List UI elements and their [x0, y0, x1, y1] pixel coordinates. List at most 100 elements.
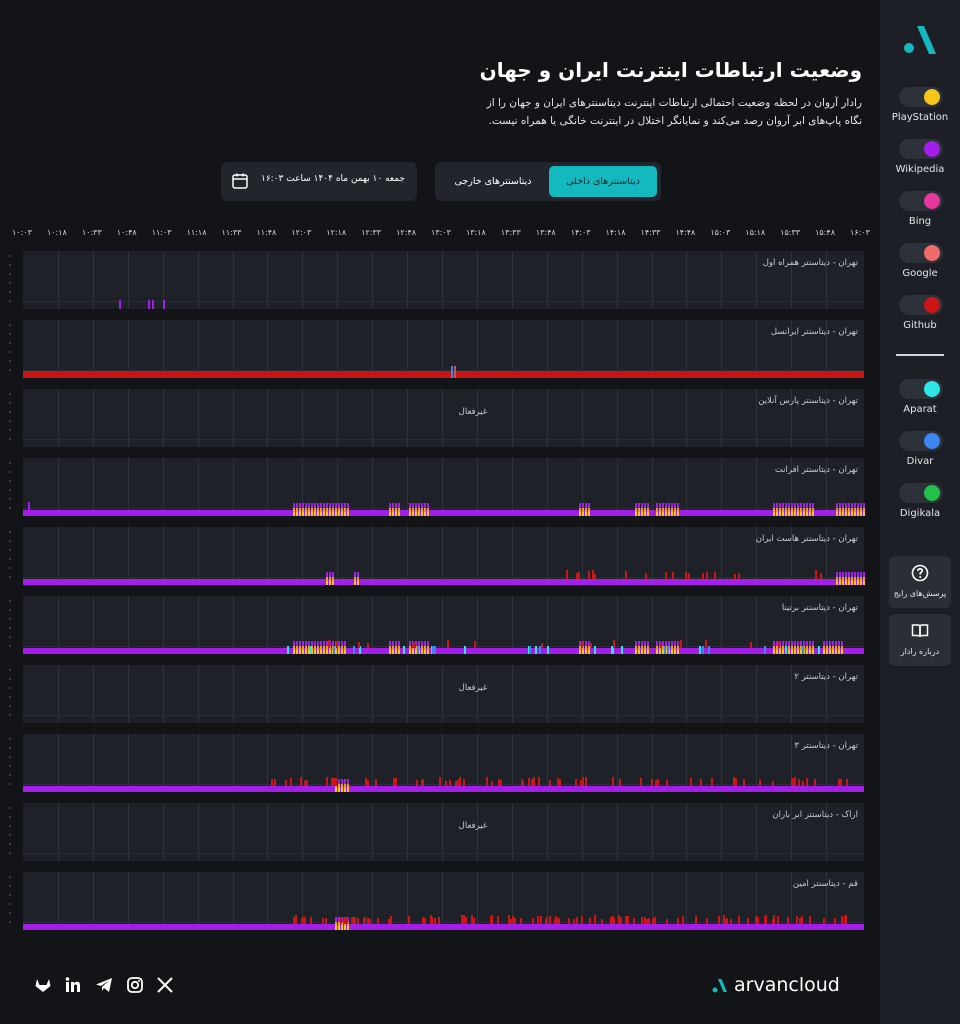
status-mark [863, 577, 865, 581]
status-mark [842, 512, 844, 516]
time-tick: ۱۱:۰۳ [151, 228, 172, 237]
status-mark [818, 646, 820, 654]
status-mark [582, 503, 584, 508]
status-mark [860, 581, 862, 585]
grid-line [128, 251, 129, 309]
grid-line [756, 872, 757, 930]
service-toggle-5[interactable]: Aparat [880, 379, 960, 425]
toggle-knob [924, 89, 940, 105]
faq-button[interactable]: پرسش‌های رایج [889, 556, 951, 608]
status-mark [424, 641, 426, 646]
status-mark [344, 779, 346, 784]
grid-line [337, 527, 338, 585]
about-radar-button[interactable]: درباره رادار [889, 614, 951, 666]
toggle-switch[interactable] [899, 87, 943, 107]
status-mark [329, 581, 331, 585]
status-mark [594, 915, 596, 924]
toggle-switch[interactable] [899, 191, 943, 211]
status-mark [635, 503, 637, 508]
status-mark [328, 640, 330, 648]
service-toggle-1[interactable]: Wikipedia [880, 139, 960, 185]
grid-line [128, 389, 129, 447]
grid-line [756, 665, 757, 723]
status-mark [779, 503, 781, 508]
status-mark [662, 508, 664, 512]
status-mark [806, 512, 808, 516]
instagram-icon[interactable] [126, 976, 144, 994]
service-toggle-0[interactable]: PlayStation [880, 87, 960, 133]
status-mark [832, 646, 834, 650]
status-mark [820, 573, 822, 579]
grid-line [233, 527, 234, 585]
status-mark [357, 577, 359, 581]
service-label: Aparat [903, 404, 937, 415]
grid-line [58, 803, 59, 861]
service-toggle-3[interactable]: Google [880, 243, 960, 289]
status-mark [759, 780, 761, 786]
status-mark [293, 641, 295, 646]
status-mark [341, 926, 343, 930]
service-label: Divar [906, 456, 934, 467]
grid-line [721, 596, 722, 654]
tab-domestic-datacenters[interactable]: دیتاسنترهای داخلی [549, 166, 657, 197]
status-mark [344, 926, 346, 930]
service-toggle-4[interactable]: Github [880, 295, 960, 341]
toggle-switch[interactable] [899, 139, 943, 159]
status-mark [308, 508, 310, 512]
about-label: درباره رادار [900, 647, 940, 656]
toggle-switch[interactable] [899, 431, 943, 451]
grid-line [582, 458, 583, 516]
telegram-icon[interactable] [95, 976, 113, 994]
status-mark [581, 641, 583, 648]
toggle-switch[interactable] [899, 295, 943, 315]
status-mark [677, 650, 679, 654]
status-mark [809, 650, 811, 654]
status-mark [323, 503, 325, 508]
tab-foreign-datacenters[interactable]: دیتاسنترهای خارجی [454, 176, 532, 187]
status-mark [296, 503, 298, 508]
status-mark [854, 581, 856, 585]
date-picker[interactable]: جمعه ۱۰ بهمن ماه ۱۴۰۴ ساعت ۱۶:۰۳ [221, 162, 417, 201]
status-mark [641, 512, 643, 516]
gitlab-icon[interactable] [34, 976, 52, 994]
linkedin-icon[interactable] [64, 976, 82, 994]
status-mark [299, 646, 301, 650]
toggle-switch[interactable] [899, 379, 943, 399]
toggle-switch[interactable] [899, 243, 943, 263]
status-mark [588, 508, 590, 512]
status-mark [646, 919, 648, 924]
service-toggle-7[interactable]: Digikala [880, 483, 960, 529]
service-toggle-6[interactable]: Divar [880, 431, 960, 477]
grid-line [58, 389, 59, 447]
status-mark [671, 503, 673, 508]
grid-line [756, 527, 757, 585]
status-mark [664, 646, 666, 654]
time-tick: ۱۵:۰۳ [710, 228, 731, 237]
service-toggle-2[interactable]: Bing [880, 191, 960, 237]
status-mark [659, 503, 661, 508]
x-icon[interactable] [156, 976, 174, 994]
grid-line [442, 389, 443, 447]
status-mark [302, 646, 304, 650]
inactive-status: غیرفعال [458, 407, 488, 417]
grid-line [233, 734, 234, 792]
status-mark [320, 503, 322, 508]
toggle-switch[interactable] [899, 483, 943, 503]
status-mark [814, 779, 816, 786]
faq-label: پرسش‌های رایج [893, 589, 947, 598]
status-mark [432, 646, 434, 654]
grid-line [337, 458, 338, 516]
status-mark [398, 503, 400, 508]
grid-line [58, 458, 59, 516]
status-mark [465, 917, 467, 924]
grid-line [547, 458, 548, 516]
status-mark [449, 780, 451, 786]
status-mark [447, 642, 449, 648]
status-mark [702, 573, 704, 579]
status-mark [427, 650, 429, 654]
grid-line [442, 734, 443, 792]
status-mark [578, 572, 580, 579]
status-mark [395, 503, 397, 508]
grid-line [826, 389, 827, 447]
status-mark [573, 919, 575, 924]
